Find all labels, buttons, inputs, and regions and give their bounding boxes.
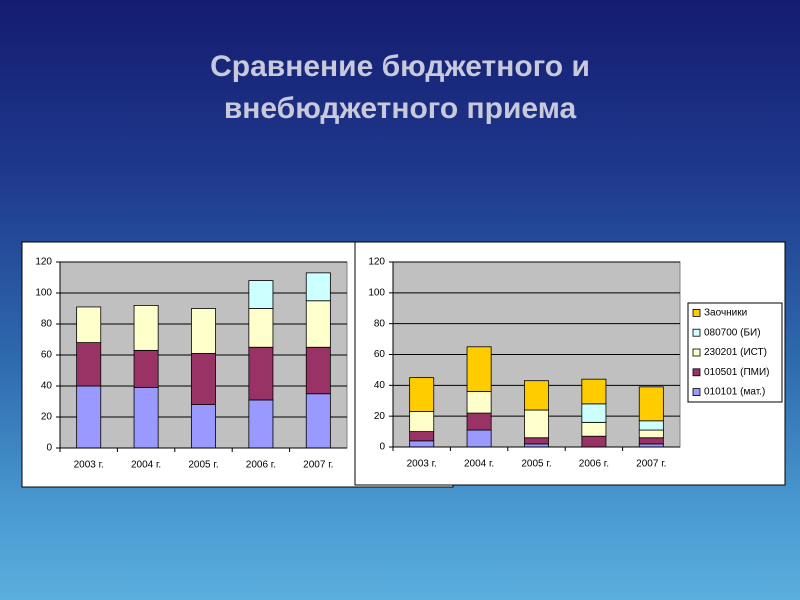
bar-segment xyxy=(305,272,331,302)
x-tick-label: 2006 г. xyxy=(246,460,276,471)
bar-segment xyxy=(76,342,102,387)
bar-segment xyxy=(638,386,664,422)
legend-swatch xyxy=(692,348,701,357)
y-tick-label: 0 xyxy=(379,442,385,453)
bar-segment xyxy=(248,280,274,309)
bar-segment xyxy=(248,308,274,348)
x-tick-label: 2007 г. xyxy=(636,459,666,470)
legend-label: 010101 (мат.) xyxy=(704,387,765,398)
bar-segment xyxy=(466,429,492,448)
x-tick-label: 2004 г. xyxy=(131,460,161,471)
bar-segment xyxy=(466,391,492,414)
bar-segment xyxy=(248,399,274,449)
bar-segment xyxy=(466,412,492,431)
y-tick-label: 100 xyxy=(35,288,52,299)
y-tick-label: 120 xyxy=(368,257,385,268)
bar-segment xyxy=(133,387,159,449)
bar-segment xyxy=(133,349,159,388)
bar-segment xyxy=(409,440,435,448)
x-tick-label: 2005 г. xyxy=(521,459,551,470)
x-tick-label: 2003 г. xyxy=(74,460,104,471)
bar-segment xyxy=(581,378,607,405)
x-tick-label: 2003 г. xyxy=(407,459,437,470)
bar-segment xyxy=(305,300,331,348)
legend-swatch xyxy=(692,388,701,397)
legend-swatch xyxy=(692,328,701,337)
y-tick-label: 40 xyxy=(374,380,386,391)
x-tick-label: 2006 г. xyxy=(579,459,609,470)
bar-segment xyxy=(524,409,549,439)
legend-swatch xyxy=(692,308,701,317)
bar-segment xyxy=(524,437,549,445)
bar-segment xyxy=(191,353,216,406)
legend-label: 230201 (ИСТ) xyxy=(704,347,767,358)
bar-segment xyxy=(466,346,492,392)
bar-segment xyxy=(133,304,159,351)
y-tick-label: 100 xyxy=(368,287,385,298)
y-tick-label: 120 xyxy=(35,257,52,268)
legend-label: Заочники xyxy=(704,308,747,319)
y-tick-label: 60 xyxy=(374,349,386,360)
bar-segment xyxy=(248,346,274,401)
x-tick-label: 2004 г. xyxy=(464,459,494,470)
y-tick-label: 20 xyxy=(374,411,386,422)
bar-segment xyxy=(581,403,607,423)
bar-segment xyxy=(581,421,607,437)
bar-segment xyxy=(638,420,664,431)
y-tick-label: 60 xyxy=(41,350,53,361)
bar-segment xyxy=(191,308,216,354)
legend-swatch xyxy=(692,368,701,377)
bar-segment xyxy=(76,385,102,449)
bar-segment xyxy=(638,429,664,439)
y-tick-label: 80 xyxy=(374,318,386,329)
y-tick-label: 40 xyxy=(41,381,53,392)
x-tick-label: 2007 г. xyxy=(303,460,333,471)
bar-segment xyxy=(191,404,216,449)
x-tick-label: 2005 г. xyxy=(188,460,218,471)
legend-box xyxy=(687,302,783,403)
bar-segment xyxy=(581,435,607,448)
bar-segment xyxy=(409,411,435,432)
bar-segment xyxy=(409,377,435,412)
legend-label: 080700 (БИ) xyxy=(704,327,761,338)
bar-segment xyxy=(409,431,435,442)
bar-segment xyxy=(524,380,549,411)
y-tick-label: 20 xyxy=(41,412,53,423)
bar-segment xyxy=(638,437,664,445)
bar-segment xyxy=(76,306,102,344)
slide-title: Сравнение бюджетного и внебюджетного при… xyxy=(210,50,590,125)
legend-label: 010501 (ПМИ) xyxy=(704,367,770,378)
bar-segment xyxy=(305,346,331,395)
bar-segment xyxy=(305,393,331,449)
y-tick-label: 80 xyxy=(41,319,53,330)
y-tick-label: 0 xyxy=(46,443,52,454)
